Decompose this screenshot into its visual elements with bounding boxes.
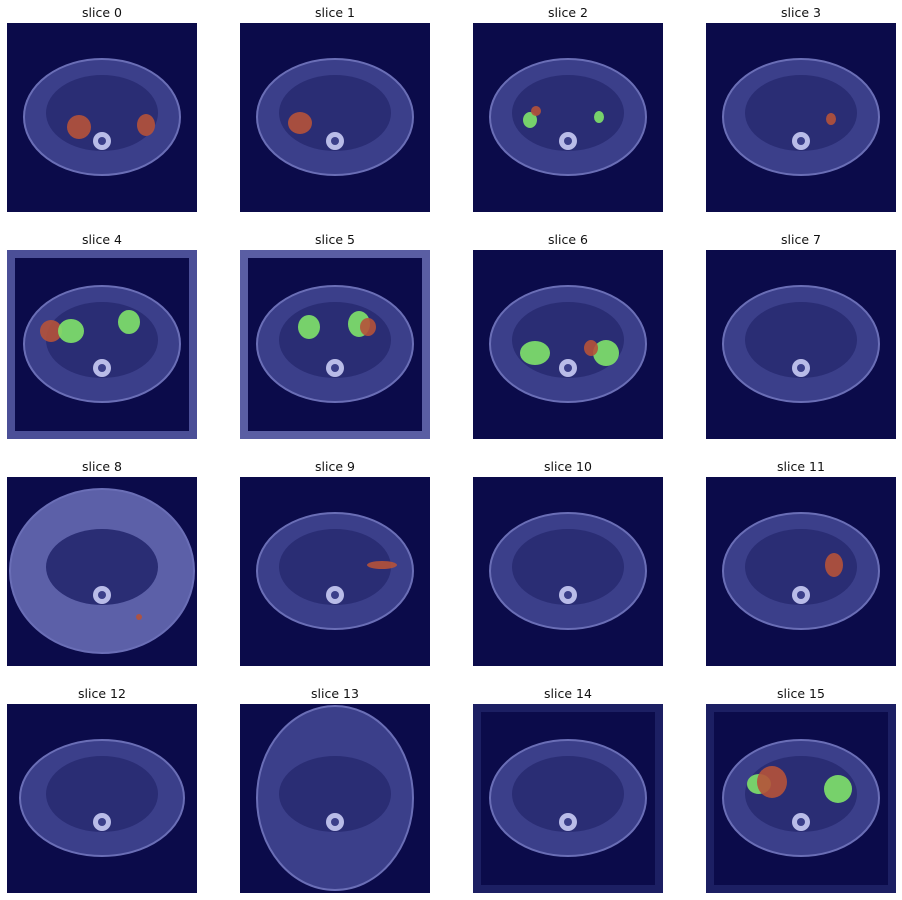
tumor-mask: [757, 766, 787, 798]
abdominal-organs: [279, 75, 391, 151]
ct-slice-image: [473, 704, 663, 893]
abdominal-organs: [512, 756, 624, 832]
panel-slice-12: slice 12: [7, 681, 197, 893]
ct-slice-image: [240, 250, 430, 439]
ct-slice-image: [7, 250, 197, 439]
kidney-mask: [520, 341, 550, 365]
tumor-mask: [826, 113, 836, 125]
panel-slice-14: slice 14: [473, 681, 663, 893]
spinal-canal: [797, 137, 805, 145]
ct-slice-image: [706, 477, 896, 666]
panel-title: slice 14: [544, 686, 592, 701]
spinal-canal: [797, 364, 805, 372]
ct-slice-image: [240, 704, 430, 893]
panel-title: slice 5: [315, 232, 355, 247]
ct-slice-image: [473, 23, 663, 212]
panel-slice-10: slice 10: [473, 454, 663, 666]
panel-title: slice 3: [781, 5, 821, 20]
panel-slice-5: slice 5: [240, 227, 430, 439]
spinal-canal: [98, 591, 106, 599]
panel-slice-0: slice 0: [7, 0, 197, 212]
panel-title: slice 9: [315, 459, 355, 474]
kidney-mask: [824, 775, 852, 803]
ct-slice-image: [7, 23, 197, 212]
kidney-mask: [593, 340, 619, 366]
tumor-mask: [67, 115, 91, 139]
ct-slice-image: [473, 250, 663, 439]
abdominal-organs: [46, 756, 158, 832]
ct-slice-image: [706, 23, 896, 212]
spinal-canal: [564, 364, 572, 372]
tumor-mask: [360, 318, 376, 336]
spinal-canal: [331, 137, 339, 145]
tumor-mask: [825, 553, 843, 577]
abdominal-organs: [745, 302, 857, 378]
panel-title: slice 4: [82, 232, 122, 247]
panel-title: slice 7: [781, 232, 821, 247]
panel-title: slice 0: [82, 5, 122, 20]
tumor-mask: [288, 112, 312, 134]
panel-slice-7: slice 7: [706, 227, 896, 439]
panel-slice-3: slice 3: [706, 0, 896, 212]
spinal-canal: [331, 591, 339, 599]
panel-title: slice 13: [311, 686, 359, 701]
ct-slice-image: [706, 250, 896, 439]
tumor-mask: [531, 106, 541, 116]
panel-title: slice 11: [777, 459, 825, 474]
kidney-mask: [594, 111, 604, 123]
abdominal-organs: [512, 75, 624, 151]
spinal-canal: [564, 591, 572, 599]
panel-title: slice 2: [548, 5, 588, 20]
spinal-canal: [564, 137, 572, 145]
abdominal-organs: [279, 756, 391, 832]
ct-slice-image: [706, 704, 896, 893]
spinal-canal: [564, 818, 572, 826]
panel-title: slice 15: [777, 686, 825, 701]
abdominal-organs: [512, 529, 624, 605]
panel-slice-4: slice 4: [7, 227, 197, 439]
panel-title: slice 8: [82, 459, 122, 474]
kidney-mask: [523, 112, 537, 128]
spinal-canal: [797, 591, 805, 599]
spinal-canal: [98, 818, 106, 826]
abdominal-organs: [46, 529, 158, 605]
panel-title: slice 12: [78, 686, 126, 701]
ct-slice-image: [7, 477, 197, 666]
spinal-canal: [797, 818, 805, 826]
panel-title: slice 1: [315, 5, 355, 20]
spinal-canal: [331, 364, 339, 372]
panel-title: slice 6: [548, 232, 588, 247]
ct-slice-image: [473, 477, 663, 666]
tumor-mask: [40, 320, 62, 342]
kidney-mask: [298, 315, 320, 339]
ct-slice-image: [7, 704, 197, 893]
panel-slice-11: slice 11: [706, 454, 896, 666]
tumor-mask: [584, 340, 598, 356]
panel-slice-6: slice 6: [473, 227, 663, 439]
spinal-canal: [98, 137, 106, 145]
kidney-mask: [58, 319, 84, 343]
panel-title: slice 10: [544, 459, 592, 474]
panel-slice-1: slice 1: [240, 0, 430, 212]
tumor-mask: [137, 114, 155, 136]
tumor-mask: [136, 614, 142, 620]
panel-slice-9: slice 9: [240, 454, 430, 666]
panel-slice-2: slice 2: [473, 0, 663, 212]
panel-slice-13: slice 13: [240, 681, 430, 893]
tumor-mask: [367, 561, 397, 569]
abdominal-organs: [279, 529, 391, 605]
abdominal-organs: [745, 529, 857, 605]
ct-slice-image: [240, 477, 430, 666]
spinal-canal: [331, 818, 339, 826]
spinal-canal: [98, 364, 106, 372]
ct-slice-image: [240, 23, 430, 212]
abdominal-organs: [745, 75, 857, 151]
panel-slice-15: slice 15: [706, 681, 896, 893]
kidney-mask: [118, 310, 140, 334]
panel-slice-8: slice 8: [7, 454, 197, 666]
